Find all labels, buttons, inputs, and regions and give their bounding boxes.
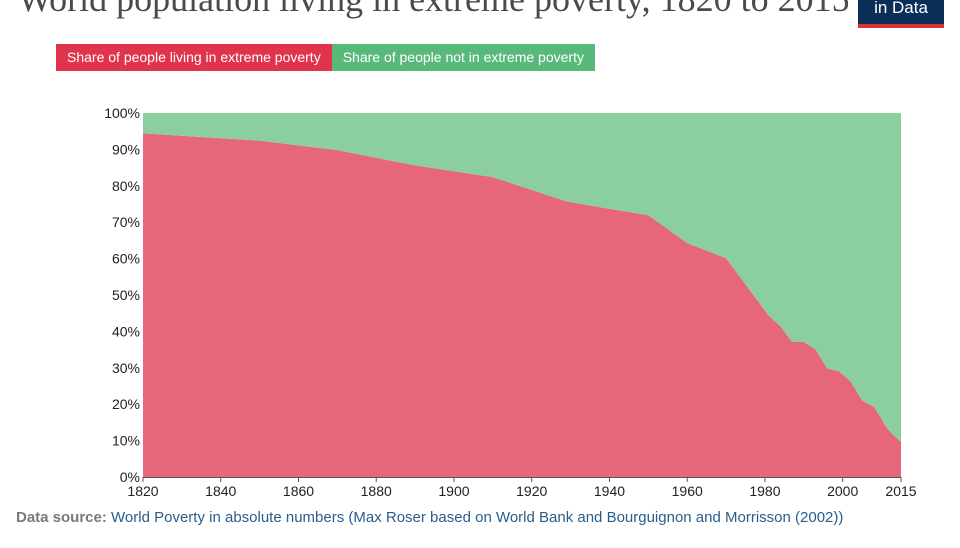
brand-logo[interactable]: in Data [858,0,944,28]
data-source: Data source: World Poverty in absolute n… [16,508,916,527]
series-area-0 [143,133,901,477]
series-area-1 [143,113,901,443]
source-label: Data source: [16,509,107,526]
y-tick-label: 80% [112,178,140,194]
y-tick-label: 10% [112,433,140,449]
y-tick-label: 20% [112,396,140,412]
source-link[interactable]: World Poverty in absolute numbers (Max R… [111,509,844,526]
y-tick-label: 50% [112,287,140,303]
x-tick-label: 1880 [361,483,392,499]
chart-title: World population living in extreme pover… [18,0,848,20]
x-tick-label: 1960 [672,483,703,499]
x-tick-label: 1840 [205,483,236,499]
y-tick-label: 0% [120,469,140,485]
y-tick-label: 70% [112,214,140,230]
x-tick-label: 1860 [283,483,314,499]
y-tick-label: 30% [112,360,140,376]
x-tick-label: 1980 [749,483,780,499]
x-tick-label: 2000 [827,483,858,499]
y-tick-label: 90% [112,141,140,157]
legend-item-not-in-poverty[interactable]: Share of people not in extreme poverty [331,44,595,71]
y-tick-label: 100% [104,105,140,121]
x-tick-label: 1920 [516,483,547,499]
x-tick-label: 1940 [594,483,625,499]
y-tick-label: 60% [112,251,140,267]
x-tick-label: 1900 [438,483,469,499]
x-tick-label: 1820 [127,483,158,499]
y-tick-label: 40% [112,323,140,339]
x-tick-label: 2015 [885,483,916,499]
chart-legend: Share of people living in extreme povert… [56,44,595,71]
legend-item-extreme-poverty[interactable]: Share of people living in extreme povert… [56,44,332,71]
